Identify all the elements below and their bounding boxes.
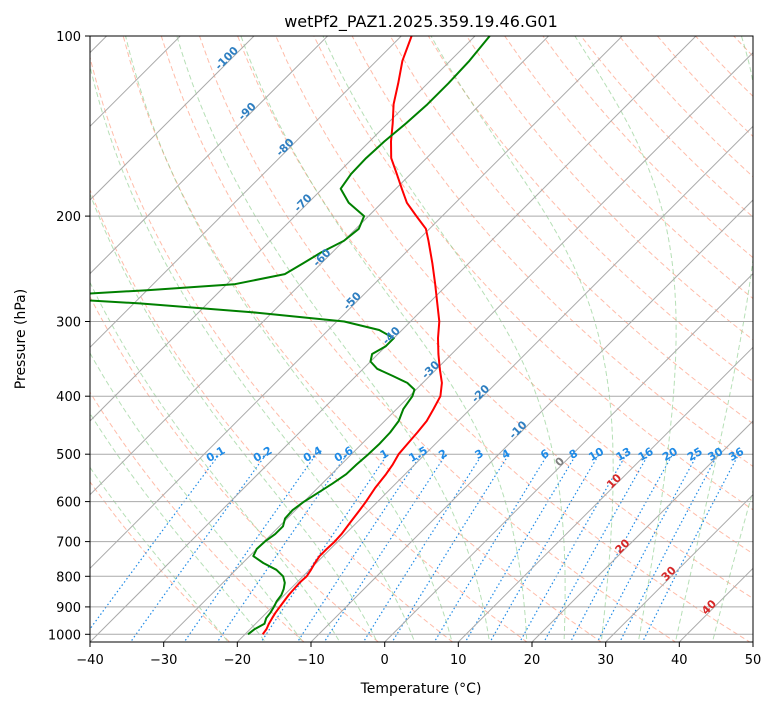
dry-adiabat — [90, 295, 380, 642]
mixing-ratio-line — [619, 453, 719, 642]
dry-adiabat — [275, 36, 753, 555]
isotherm-line — [90, 36, 550, 496]
mixing-ratio-line — [323, 453, 447, 642]
y-tick-label: 200 — [56, 210, 81, 225]
y-axis: 100 200 300 400 500 600 700 800 900 1000 — [48, 30, 90, 643]
moist-adiabat — [90, 192, 378, 642]
isotherm-line — [90, 36, 624, 570]
chart-title: wetPf2_PAZ1.2025.359.19.46.G01 — [284, 12, 558, 32]
moist-adiabat — [90, 466, 229, 642]
y-tick-label: 700 — [56, 536, 81, 551]
dewpoint-profile — [90, 36, 491, 636]
isotherm-line — [90, 36, 255, 201]
x-tick-label: 50 — [745, 653, 762, 668]
dry-adiabat — [466, 36, 753, 341]
dry-adiabat — [313, 36, 753, 511]
mixing-ratio-line — [260, 453, 389, 642]
y-tick-label: 1000 — [48, 628, 81, 643]
moist-adiabat — [240, 36, 528, 642]
x-tick-label: −40 — [76, 653, 103, 668]
x-tick-label: −20 — [224, 653, 251, 668]
dry-adiabat — [351, 36, 753, 468]
series-lines — [90, 36, 491, 636]
mixing-ratio-line — [569, 453, 674, 642]
y-tick-label: 800 — [56, 570, 81, 585]
x-axis-label: Temperature (°C) — [360, 681, 482, 697]
isotherm-line — [90, 36, 476, 422]
isotherm-line — [310, 199, 753, 642]
plot-frame — [89, 35, 754, 643]
y-tick-label: 600 — [56, 496, 81, 511]
mixing-ratio-line — [90, 453, 220, 630]
isotherm-line — [531, 420, 753, 642]
x-tick-label: 20 — [524, 653, 541, 668]
moist-adiabat — [90, 412, 267, 642]
isotherm-line — [90, 36, 329, 275]
dry-adiabat — [237, 36, 753, 600]
moist-adiabat — [674, 36, 753, 642]
dry-adiabat — [90, 188, 454, 642]
x-tick-label: −10 — [297, 653, 324, 668]
dry-adiabat — [90, 391, 305, 642]
isotherm-line — [383, 272, 753, 642]
moist-adiabat — [176, 36, 490, 642]
isotherm-line — [90, 36, 403, 349]
y-tick-label: 500 — [56, 448, 81, 463]
x-tick-label: −30 — [150, 653, 177, 668]
dry-adiabat — [198, 36, 751, 642]
grid-lines — [90, 36, 753, 642]
mixing-ratio-line — [596, 453, 698, 642]
dry-adiabat — [90, 480, 231, 642]
y-tick-label: 300 — [56, 316, 81, 331]
isotherm-line — [236, 125, 753, 642]
x-tick-label: 10 — [450, 653, 467, 668]
moist-adiabat — [711, 488, 753, 642]
moist-adiabat — [430, 36, 614, 642]
isotherm-line — [604, 493, 753, 642]
x-tick-label: 40 — [671, 653, 688, 668]
isotherm-line — [90, 36, 182, 128]
y-axis-label: Pressure (hPa) — [13, 289, 29, 389]
x-tick-label: 30 — [597, 653, 614, 668]
mixing-ratio-line — [362, 453, 483, 642]
y-tick-label: 100 — [56, 30, 81, 45]
y-tick-label: 400 — [56, 390, 81, 405]
x-axis: −40 −30 −20 −10 0 10 20 30 40 50 — [76, 642, 761, 668]
y-tick-label: 900 — [56, 601, 81, 616]
mixing-ratio-line — [216, 453, 348, 642]
x-tick-label: 0 — [381, 653, 389, 668]
mixing-ratio-line — [129, 453, 267, 642]
mixing-ratio-line — [391, 453, 510, 642]
moist-adiabat — [574, 36, 677, 642]
moist-adiabat — [322, 36, 566, 642]
mixing-ratio-line — [464, 453, 577, 642]
mixing-ratio-line — [296, 453, 422, 642]
dry-adiabat — [504, 36, 753, 300]
dry-adiabat — [389, 36, 753, 425]
dry-adiabat — [122, 36, 603, 642]
isotherm-line — [90, 36, 697, 642]
isotherm-line — [457, 346, 753, 642]
moist-adiabat — [125, 36, 453, 642]
mixing-ratio-line — [183, 453, 317, 642]
dry-adiabat — [160, 36, 677, 642]
temperature-profile — [261, 36, 443, 635]
